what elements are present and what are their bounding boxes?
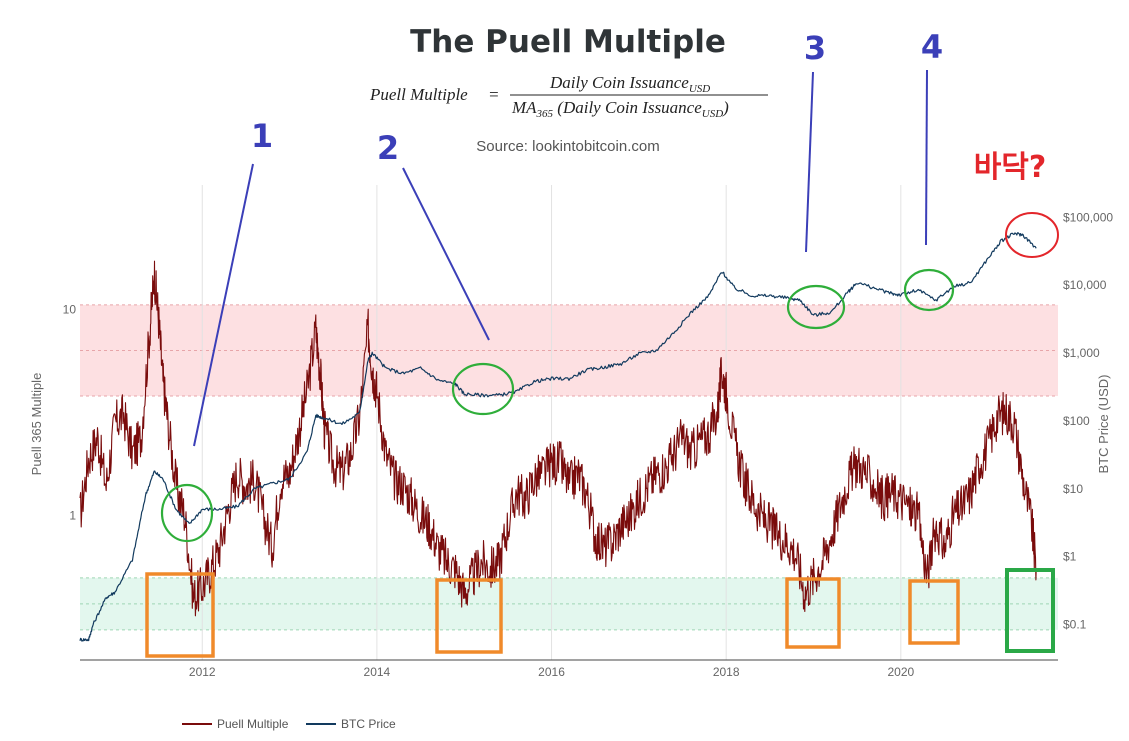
formula-denominator: MA365 (Daily Coin IssuanceUSD) xyxy=(511,98,729,120)
y-left-tick-labels: 1 10 xyxy=(63,302,77,522)
orange-box-2018 xyxy=(785,577,841,649)
annotation-boxes xyxy=(145,572,960,658)
green-circle-4 xyxy=(903,268,955,312)
orange-box-2011 xyxy=(145,572,215,658)
x-tick-label: 2018 xyxy=(713,665,740,679)
formula-numerator: Daily Coin IssuanceUSD xyxy=(549,73,710,95)
annotation-pointers xyxy=(193,69,928,447)
red-circle-current xyxy=(1005,212,1059,258)
legend-btc-label: BTC Price xyxy=(341,717,396,731)
pointer-line-3 xyxy=(805,71,814,253)
annotation-label-1: 1 xyxy=(251,117,273,155)
y-right-tick-labels: $0.1 $1 $10 $100 $1,000 $10,000 $100,000 xyxy=(1063,210,1113,631)
band-layer xyxy=(80,304,1058,631)
legend-puell-label: Puell Multiple xyxy=(217,717,289,731)
y-right-axis-title: BTC Price (USD) xyxy=(1096,375,1111,474)
grid-layer xyxy=(201,185,902,660)
y-right-tick-label: $0.1 xyxy=(1063,618,1087,632)
chart-title: The Puell Multiple xyxy=(410,24,726,60)
pointer-line-2 xyxy=(402,167,490,341)
y-right-tick-label: $100,000 xyxy=(1063,210,1113,224)
green-box-current xyxy=(1005,568,1055,653)
formula-equals: = xyxy=(488,85,499,104)
formula: Puell Multiple = Daily Coin IssuanceUSD … xyxy=(369,73,768,120)
series-layer xyxy=(79,232,1037,642)
x-tick-label: 2014 xyxy=(364,665,391,679)
x-tick-labels: 2012 2014 2016 2018 2020 xyxy=(189,665,915,679)
annotation-label-bottom: 바닥? xyxy=(974,150,1047,185)
orange-box-2015 xyxy=(435,578,503,654)
pointer-line-4 xyxy=(925,69,928,246)
formula-lhs: Puell Multiple xyxy=(369,85,468,104)
green-circle-3 xyxy=(786,284,846,330)
pointer-line-1 xyxy=(193,163,254,447)
y-right-tick-label: $10 xyxy=(1063,482,1083,496)
legend: Puell Multiple BTC Price xyxy=(182,717,396,731)
y-right-tick-label: $1 xyxy=(1063,550,1077,564)
annotation-label-2: 2 xyxy=(377,129,399,167)
annotation-label-3: 3 xyxy=(804,29,826,67)
x-tick-label: 2020 xyxy=(887,665,914,679)
annotation-label-4: 4 xyxy=(921,28,943,66)
y-right-tick-label: $10,000 xyxy=(1063,278,1107,292)
orange-box-2020 xyxy=(908,579,960,645)
series-line-btc-price xyxy=(79,232,1037,642)
y-left-tick-label: 10 xyxy=(63,302,77,316)
series-line-puell-multiple xyxy=(79,260,1037,617)
green-circle-1 xyxy=(160,483,214,543)
x-tick-label: 2016 xyxy=(538,665,565,679)
y-left-tick-label: 1 xyxy=(69,509,76,523)
source-note: Source: lookintobitcoin.com xyxy=(476,138,659,155)
x-tick-label: 2012 xyxy=(189,665,216,679)
annotation-circles xyxy=(160,268,955,543)
y-right-tick-label: $1,000 xyxy=(1063,346,1100,360)
y-left-axis-title: Puell 365 Multiple xyxy=(29,373,44,476)
green-circle-2 xyxy=(451,362,515,416)
y-right-tick-label: $100 xyxy=(1063,414,1090,428)
